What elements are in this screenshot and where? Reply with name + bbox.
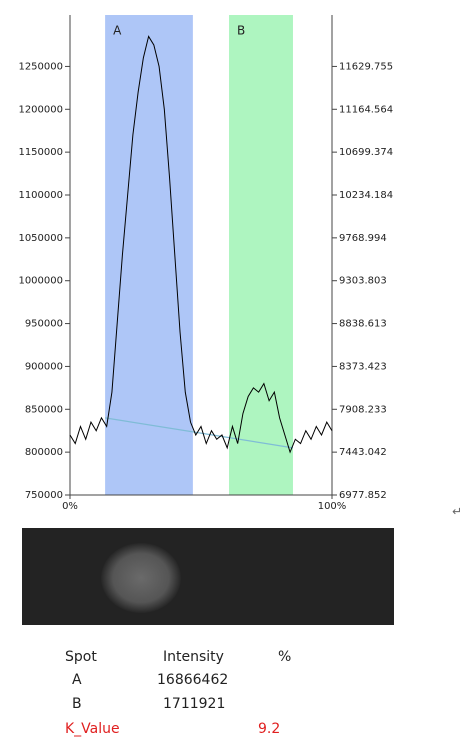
gel-strip	[22, 528, 394, 625]
x-tick-label: 100%	[318, 501, 347, 512]
y2-tick-label: 11629.755	[339, 61, 393, 72]
y2-tick-label: 8838.613	[339, 319, 387, 330]
y-tick-label: 750000	[25, 490, 63, 501]
y-tick-label: 1150000	[18, 147, 63, 158]
region	[229, 15, 293, 495]
spot-name: A	[72, 672, 82, 688]
region	[105, 15, 193, 495]
y2-tick-label: 6977.852	[339, 490, 387, 501]
gel-spot	[101, 543, 181, 613]
y-tick-label: 1050000	[18, 233, 63, 244]
y2-tick-label: 10234.184	[339, 190, 393, 201]
region-label: B	[237, 24, 245, 38]
y2-tick-label: 11164.564	[339, 104, 393, 115]
column-header: Intensity	[163, 649, 224, 665]
plot: A B 750000 800000 850000 900000 950000 1000000 1…	[18, 15, 393, 512]
x-tick-label: 0%	[62, 501, 78, 512]
k-value-label: K_Value	[65, 721, 120, 737]
y-tick-label: 900000	[25, 361, 63, 372]
y2-tick-label: 9768.994	[339, 233, 387, 244]
y2-tick-label: 7908.233	[339, 404, 387, 415]
y-tick-label: 1250000	[18, 61, 63, 72]
y-tick-label: 850000	[25, 404, 63, 415]
y-tick-label: 1200000	[18, 104, 63, 115]
y2-tick-label: 8373.423	[339, 361, 387, 372]
spot-name: B	[72, 696, 82, 712]
y2-tick-label: 7443.042	[339, 447, 387, 458]
y-tick-label: 1000000	[18, 276, 63, 287]
y2-tick-label: 10699.374	[339, 147, 393, 158]
y-tick-label: 800000	[25, 447, 63, 458]
page: AB75000080000085000090000095000010000001…	[0, 0, 462, 740]
k-value: 9.2	[258, 721, 280, 737]
y2-tick-label: 9303.803	[339, 276, 387, 287]
column-header: %	[278, 649, 291, 665]
y-tick-label: 950000	[25, 319, 63, 330]
intensity: 16866462	[157, 672, 228, 688]
intensity: 1711921	[163, 696, 225, 712]
paragraph-mark: ↵	[452, 505, 462, 519]
column-header: Spot	[65, 649, 97, 665]
y-tick-label: 1100000	[18, 190, 63, 201]
region-label: A	[113, 24, 122, 38]
